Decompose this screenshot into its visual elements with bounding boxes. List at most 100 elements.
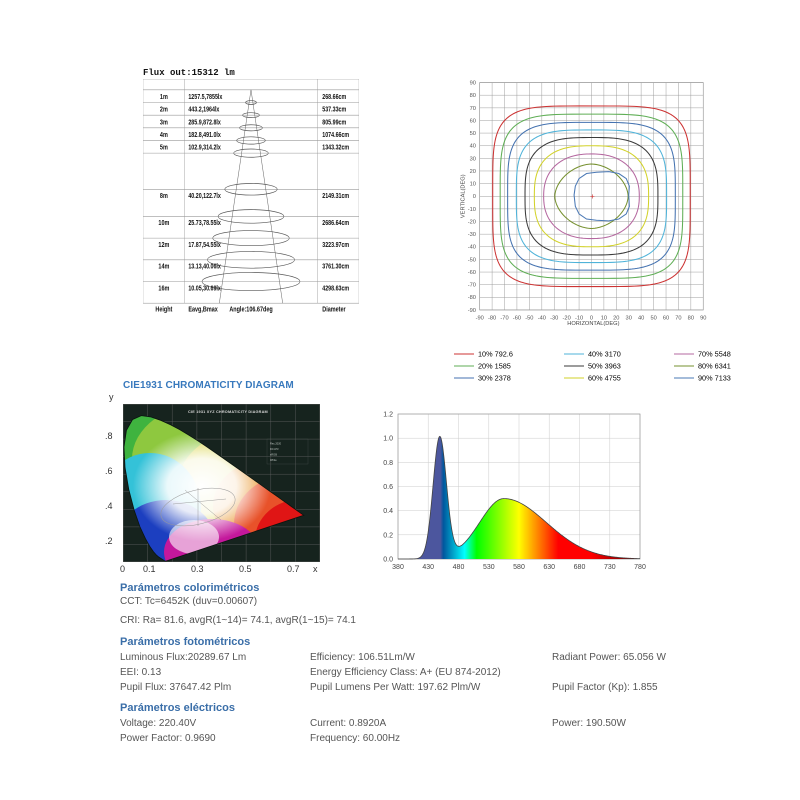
- svg-text:20% 1585: 20% 1585: [478, 362, 511, 371]
- svg-text:60% 4755: 60% 4755: [588, 374, 621, 383]
- svg-text:630: 630: [543, 564, 555, 571]
- svg-text:25.73,78.55lx: 25.73,78.55lx: [188, 220, 221, 228]
- svg-text:10: 10: [470, 182, 476, 188]
- svg-text:70% 5548: 70% 5548: [698, 350, 731, 359]
- svg-text:0.8: 0.8: [383, 460, 393, 467]
- svg-text:60: 60: [470, 118, 476, 124]
- svg-text:80: 80: [688, 315, 694, 321]
- svg-text:-20: -20: [468, 219, 476, 225]
- svg-text:680: 680: [574, 564, 586, 571]
- svg-text:White: White: [270, 458, 277, 462]
- svg-text:285.9,872.8lx: 285.9,872.8lx: [188, 119, 221, 127]
- svg-text:16m: 16m: [158, 285, 169, 293]
- svg-text:1.0: 1.0: [383, 436, 393, 443]
- svg-text:780: 780: [634, 564, 646, 571]
- svg-text:80: 80: [470, 93, 476, 99]
- svg-text:480: 480: [453, 564, 465, 571]
- svg-text:0.0: 0.0: [383, 557, 393, 564]
- svg-text:430: 430: [422, 564, 434, 571]
- svg-text:90: 90: [700, 315, 706, 321]
- svg-text:1m: 1m: [160, 93, 168, 101]
- svg-text:3761.30cm: 3761.30cm: [322, 263, 349, 271]
- svg-text:80% 6341: 80% 6341: [698, 362, 731, 371]
- svg-text:182.8,491.0lx: 182.8,491.0lx: [188, 131, 221, 139]
- svg-text:-60: -60: [513, 315, 521, 321]
- svg-text:-40: -40: [538, 315, 546, 321]
- svg-text:CIE 1931 XYZ CHROMATICITY DIAG: CIE 1931 XYZ CHROMATICITY DIAGRAM: [188, 410, 268, 414]
- svg-text:-10: -10: [468, 207, 476, 213]
- svg-text:30% 2378: 30% 2378: [478, 374, 511, 383]
- svg-text:1257.5,7855lx: 1257.5,7855lx: [188, 93, 222, 101]
- svg-text:2686.64cm: 2686.64cm: [322, 220, 349, 228]
- svg-text:40: 40: [470, 144, 476, 150]
- svg-text:70: 70: [675, 315, 681, 321]
- svg-text:Eavg,Bmax: Eavg,Bmax: [188, 306, 218, 314]
- svg-text:530: 530: [483, 564, 495, 571]
- svg-text:-40: -40: [468, 245, 476, 251]
- svg-text:268.66cm: 268.66cm: [322, 93, 346, 101]
- svg-text:40.20,122.7lx: 40.20,122.7lx: [188, 192, 221, 200]
- svg-text:0.2: 0.2: [383, 532, 393, 539]
- svg-text:90% 7133: 90% 7133: [698, 374, 731, 383]
- svg-text:3m: 3m: [160, 119, 168, 127]
- svg-text:-80: -80: [468, 295, 476, 301]
- svg-text:8m: 8m: [160, 192, 168, 200]
- svg-text:-90: -90: [476, 315, 484, 321]
- svg-text:2m: 2m: [160, 106, 168, 114]
- svg-text:-70: -70: [468, 283, 476, 289]
- svg-text:HORIZONTAL(DEG): HORIZONTAL(DEG): [567, 321, 619, 327]
- svg-text:443.2,1964lx: 443.2,1964lx: [188, 106, 219, 114]
- svg-text:40% 3170: 40% 3170: [588, 350, 621, 359]
- svg-text:10m: 10m: [158, 220, 169, 228]
- svg-text:4m: 4m: [160, 131, 168, 139]
- svg-text:380: 380: [392, 564, 404, 571]
- svg-text:-30: -30: [550, 315, 558, 321]
- svg-text:Height: Height: [155, 306, 173, 314]
- svg-text:90: 90: [470, 80, 476, 86]
- svg-text:DCI-P3: DCI-P3: [270, 447, 279, 451]
- svg-text:Angle:106.67deg: Angle:106.67deg: [229, 306, 272, 314]
- svg-text:17.87,54.55lx: 17.87,54.55lx: [188, 241, 221, 249]
- svg-text:3223.97cm: 3223.97cm: [322, 241, 349, 249]
- svg-text:50% 3963: 50% 3963: [588, 362, 621, 371]
- svg-text:10% 792.6: 10% 792.6: [478, 350, 513, 359]
- svg-text:-50: -50: [468, 257, 476, 263]
- svg-text:12m: 12m: [158, 241, 169, 249]
- svg-text:10.05,30.69lx: 10.05,30.69lx: [188, 285, 221, 293]
- svg-text:730: 730: [604, 564, 616, 571]
- svg-text:60: 60: [663, 315, 669, 321]
- svg-text:13.13,40.06lx: 13.13,40.06lx: [188, 263, 221, 271]
- svg-text:-70: -70: [500, 315, 508, 321]
- svg-text:580: 580: [513, 564, 525, 571]
- svg-text:30: 30: [470, 156, 476, 162]
- svg-text:50: 50: [650, 315, 656, 321]
- svg-text:-80: -80: [488, 315, 496, 321]
- svg-text:4298.63cm: 4298.63cm: [322, 285, 349, 293]
- svg-text:1.2: 1.2: [383, 412, 393, 419]
- svg-text:VERTICAL(DEG): VERTICAL(DEG): [461, 174, 467, 218]
- svg-text:70: 70: [470, 106, 476, 112]
- svg-text:Rec.2020: Rec.2020: [270, 442, 282, 446]
- svg-text:1343.32cm: 1343.32cm: [322, 144, 349, 152]
- svg-text:Diameter: Diameter: [322, 306, 346, 314]
- svg-text:-50: -50: [525, 315, 533, 321]
- svg-text:+: +: [590, 191, 595, 201]
- svg-text:-60: -60: [468, 270, 476, 276]
- svg-text:50: 50: [470, 131, 476, 137]
- svg-text:2149.31cm: 2149.31cm: [322, 192, 349, 200]
- svg-text:-90: -90: [468, 308, 476, 314]
- svg-text:0.6: 0.6: [383, 484, 393, 491]
- svg-text:40: 40: [638, 315, 644, 321]
- svg-text:20: 20: [470, 169, 476, 175]
- svg-text:14m: 14m: [158, 263, 169, 271]
- svg-text:sRGB: sRGB: [270, 453, 277, 457]
- svg-text:-30: -30: [468, 232, 476, 238]
- svg-text:102.9,314.2lx: 102.9,314.2lx: [188, 144, 221, 152]
- svg-text:805.99cm: 805.99cm: [322, 119, 346, 127]
- svg-text:537.33cm: 537.33cm: [322, 106, 346, 114]
- svg-text:0.4: 0.4: [383, 508, 393, 515]
- svg-text:30: 30: [626, 315, 632, 321]
- svg-text:1074.66cm: 1074.66cm: [322, 131, 349, 139]
- svg-text:0: 0: [473, 194, 476, 200]
- svg-text:5m: 5m: [160, 144, 168, 152]
